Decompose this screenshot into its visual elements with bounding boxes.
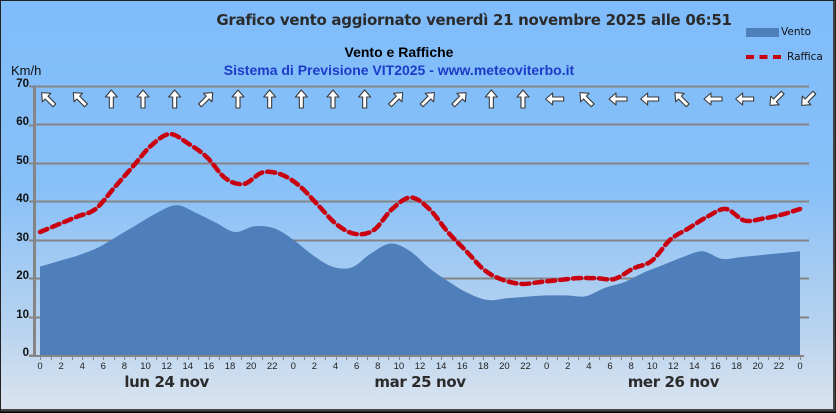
- wind-direction-arrow-icon: [516, 89, 530, 109]
- legend-item-vento: Vento: [746, 26, 811, 38]
- wind-direction-arrow-icon: [358, 89, 372, 109]
- x-tick-label: 8: [375, 361, 381, 372]
- x-tick-label: 20: [752, 361, 764, 372]
- x-tick-label: 6: [354, 361, 360, 372]
- x-tick-label: 4: [586, 361, 592, 372]
- wind-direction-arrow-icon: [198, 92, 214, 108]
- y-tick-label: 50: [16, 154, 29, 167]
- raffica-line: [37, 131, 803, 287]
- chart-source: Sistema di Previsione VIT2025 - www.mete…: [223, 62, 575, 78]
- wind-direction-arrow-icon: [72, 92, 88, 108]
- chart-title: Grafico vento aggiornato venerdì 21 nove…: [216, 11, 732, 29]
- x-tick-label: 4: [79, 361, 85, 372]
- x-tick-label: 6: [607, 361, 613, 372]
- wind-direction-arrow-icon: [168, 89, 182, 109]
- wind-direction-arrow-icon: [579, 92, 595, 108]
- wind-direction-arrow-icon: [326, 89, 340, 109]
- wind-direction-arrow-icon: [419, 92, 435, 108]
- wind-direction-arrow-icon: [801, 90, 817, 106]
- y-tick-label: 20: [16, 269, 29, 282]
- x-tick-label: 6: [100, 361, 106, 372]
- y-tick-label: 60: [16, 115, 29, 128]
- chart-subtitle: Vento e Raffiche: [344, 44, 454, 60]
- wind-direction-arrow-icon: [769, 90, 785, 106]
- day-label: mar 25 nov: [374, 373, 466, 391]
- x-tick-label: 0: [797, 361, 803, 372]
- x-tick-label: 2: [565, 361, 571, 372]
- wind-direction-arrow-icon: [41, 92, 57, 108]
- wind-direction-arrow-icon: [104, 89, 118, 109]
- wind-direction-arrow-icon: [674, 92, 690, 108]
- wind-direction-arrow-icon: [388, 92, 404, 108]
- x-tick-label: 0: [544, 361, 550, 372]
- legend-label: Vento: [781, 26, 812, 38]
- x-tick-label: 14: [182, 361, 194, 372]
- x-tick-label: 2: [58, 361, 64, 372]
- vento-area: [40, 205, 800, 355]
- legend: Vento Raffica: [746, 26, 831, 71]
- wind-direction-arrow-icon: [263, 89, 277, 109]
- x-tick-label: 10: [646, 361, 658, 372]
- y-tick-label: 0: [22, 346, 29, 359]
- wind-direction-arrow-icon: [136, 89, 150, 109]
- x-tick-label: 8: [121, 361, 128, 372]
- wind-direction-arrow-icon: [703, 92, 723, 106]
- y-tick-label: 40: [16, 192, 29, 205]
- x-tick-label: 2: [311, 361, 318, 372]
- y-tick-label: 30: [16, 231, 29, 244]
- x-tick-label: 0: [290, 361, 296, 372]
- wind-direction-arrow-icon: [294, 89, 308, 109]
- wind-direction-arrow-icon: [640, 92, 660, 106]
- wind-direction-arrow-icon: [735, 92, 755, 106]
- x-tick-label: 16: [710, 361, 721, 372]
- x-tick-label: 4: [332, 361, 339, 372]
- x-tick-label: 22: [266, 361, 278, 372]
- y-tick-label: 10: [16, 308, 29, 321]
- wind-direction-arrow-icon: [231, 89, 245, 109]
- x-tick-label: 14: [689, 361, 700, 372]
- x-tick-label: 10: [393, 361, 405, 372]
- y-axis-unit: Km/h: [11, 63, 42, 78]
- x-tick-label: 12: [161, 361, 172, 372]
- wind-direction-arrow-icon: [608, 92, 628, 106]
- x-tick-label: 16: [456, 361, 468, 372]
- x-tick-label: 8: [628, 361, 634, 372]
- x-tick-label: 14: [435, 361, 447, 372]
- x-tick-label: 12: [668, 361, 679, 372]
- dashed-line-swatch-icon: [746, 55, 781, 59]
- wind-direction-arrow-icon: [545, 92, 565, 106]
- x-tick-label: 20: [499, 361, 510, 372]
- wind-direction-arrow-icon: [484, 89, 498, 109]
- x-tick-label: 18: [224, 361, 236, 372]
- area-swatch-icon: [746, 27, 779, 37]
- x-tick-label: 12: [414, 361, 426, 372]
- day-label: mer 26 nov: [627, 373, 720, 391]
- x-tick-label: 10: [140, 361, 151, 372]
- wind-direction-arrow-icon: [451, 92, 467, 108]
- x-tick-label: 18: [478, 361, 489, 372]
- y-tick-label: 70: [16, 77, 29, 90]
- x-tick-label: 16: [203, 361, 215, 372]
- legend-item-raffica: Raffica: [746, 51, 823, 63]
- day-label: lun 24 nov: [124, 373, 209, 391]
- x-tick-label: 0: [37, 361, 43, 372]
- x-tick-label: 22: [520, 361, 531, 372]
- x-tick-label: 18: [731, 361, 742, 372]
- legend-label: Raffica: [787, 51, 823, 63]
- x-tick-label: 20: [245, 361, 257, 372]
- x-tick-label: 22: [773, 361, 785, 372]
